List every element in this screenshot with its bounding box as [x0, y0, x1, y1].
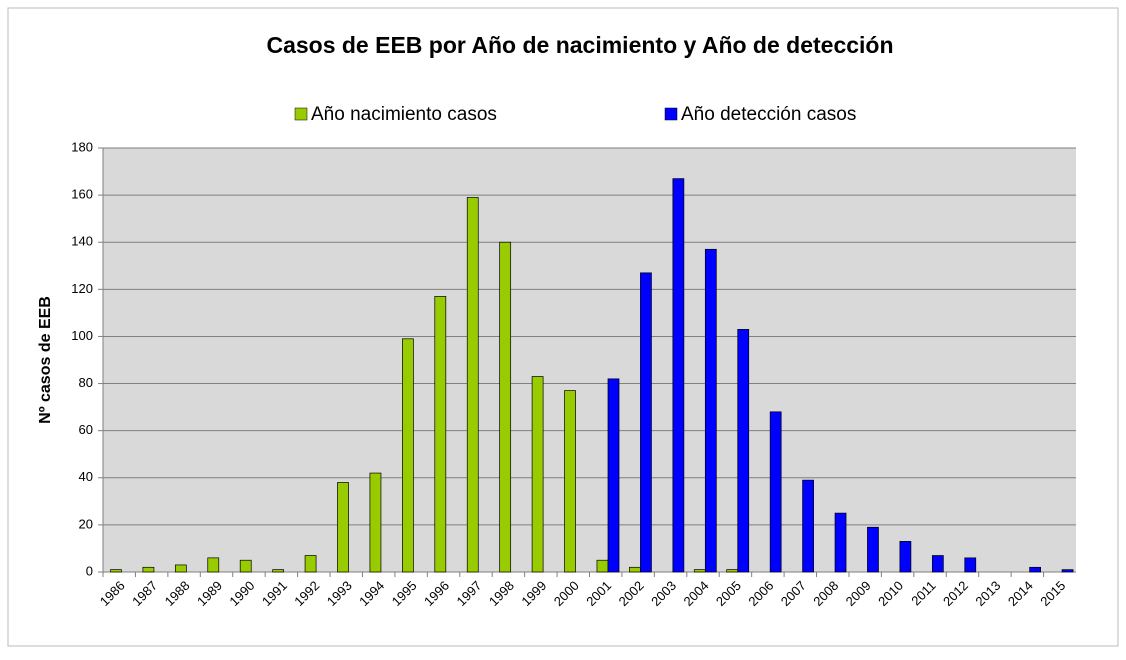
bar — [672, 178, 685, 573]
bar — [239, 559, 252, 573]
legend-swatch — [664, 107, 678, 121]
bar — [337, 482, 349, 573]
bar — [596, 559, 609, 573]
bar — [174, 564, 187, 573]
legend-label: Año nacimiento casos — [311, 104, 497, 125]
legend-swatch — [294, 107, 308, 121]
bar — [726, 569, 739, 573]
bar — [899, 541, 912, 573]
bar — [369, 472, 382, 573]
bar — [531, 376, 544, 573]
bar — [802, 479, 814, 573]
y-tick-label: 100 — [71, 328, 93, 343]
bar — [769, 411, 782, 573]
bar — [607, 378, 620, 573]
bar — [629, 566, 641, 573]
y-tick-label: 40 — [79, 469, 93, 484]
bar — [466, 197, 479, 573]
bar — [304, 555, 317, 573]
bar — [1061, 569, 1074, 573]
y-tick-label: 140 — [71, 234, 93, 249]
y-axis-label: Nº casos de EEB — [37, 296, 54, 424]
legend-label: Año detección casos — [681, 104, 856, 125]
bar — [499, 241, 512, 573]
y-tick-label: 60 — [79, 422, 93, 437]
y-tick-label: 120 — [71, 281, 93, 296]
bar — [142, 566, 155, 573]
bar — [640, 272, 652, 573]
y-tick-label: 180 — [71, 139, 93, 154]
bar — [1029, 566, 1041, 573]
bar — [704, 248, 717, 573]
bar — [272, 569, 285, 573]
chart-title: Casos de EEB por Año de nacimiento y Año… — [266, 32, 893, 58]
y-tick-label: 20 — [79, 516, 93, 531]
bar — [402, 338, 414, 573]
bar — [867, 526, 879, 573]
y-tick-label: 0 — [86, 563, 93, 578]
bar — [834, 512, 847, 573]
bar — [964, 557, 977, 573]
bar — [564, 390, 576, 573]
bar — [737, 329, 750, 573]
y-tick-label: 160 — [71, 187, 93, 202]
bar — [110, 569, 122, 573]
bar — [931, 555, 944, 573]
bar — [693, 569, 706, 573]
bar — [434, 296, 447, 573]
bar — [207, 557, 220, 573]
y-tick-label: 80 — [79, 375, 93, 390]
plot-area — [103, 148, 1076, 572]
